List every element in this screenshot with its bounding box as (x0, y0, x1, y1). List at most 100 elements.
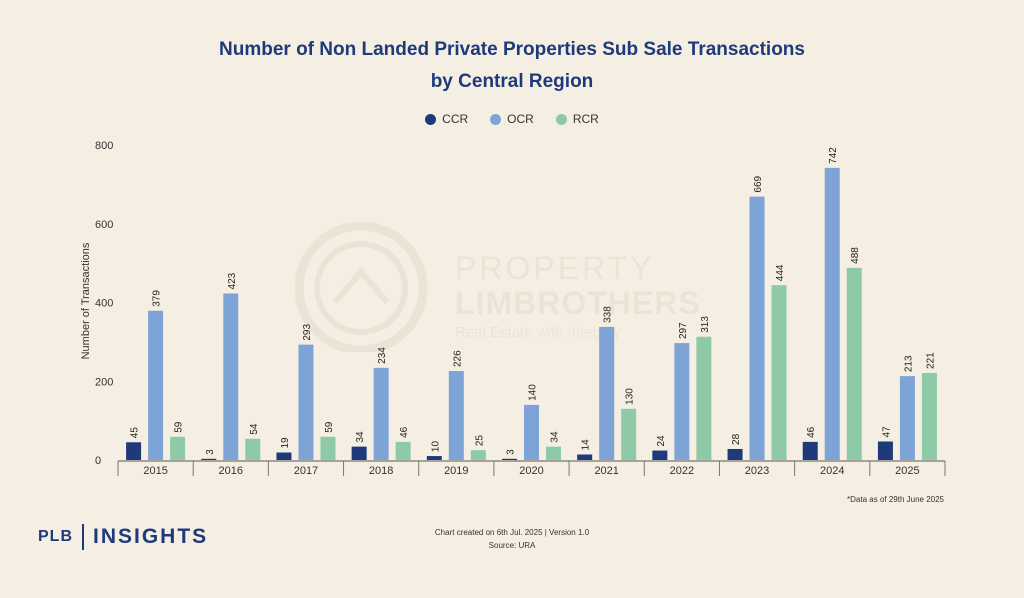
bar-ocr-2016 (223, 293, 239, 460)
data-label-rcr-2025: 221 (925, 352, 936, 369)
bar-ccr-2015 (126, 442, 142, 460)
legend-item-ccr: CCR (425, 112, 468, 126)
data-label-ocr-2016: 423 (227, 272, 238, 289)
data-label-rcr-2024: 488 (850, 247, 861, 264)
plb-insights-logo: PLB INSIGHTS (38, 524, 208, 550)
data-label-ccr-2020: 3 (506, 449, 517, 455)
legend-swatch-ccr (425, 113, 437, 125)
bar-ocr-2025 (899, 376, 915, 460)
x-tick-label-2015: 2015 (143, 465, 167, 477)
x-tick-label-2022: 2022 (670, 465, 694, 477)
data-label-ocr-2022: 297 (678, 322, 689, 339)
data-label-rcr-2019: 25 (474, 435, 485, 447)
data-label-ccr-2015: 45 (130, 427, 141, 439)
data-label-ccr-2025: 47 (881, 426, 892, 438)
bar-ocr-2020 (524, 404, 539, 460)
bar-ccr-2024 (802, 441, 818, 460)
x-tick-label-2020: 2020 (519, 465, 543, 477)
x-tick-label-2024: 2024 (820, 465, 844, 477)
legend-item-ocr: OCR (490, 112, 534, 126)
legend-label-rcr: RCR (572, 112, 599, 126)
data-label-ocr-2017: 293 (302, 324, 313, 341)
data-label-rcr-2018: 46 (399, 426, 410, 438)
x-tick-label-2025: 2025 (895, 465, 919, 477)
bar-rcr-2016 (245, 438, 261, 460)
data-label-rcr-2015: 59 (174, 421, 185, 433)
data-label-ocr-2025: 213 (903, 355, 914, 372)
x-tick-label-2019: 2019 (444, 465, 468, 477)
chart-legend: CCR OCR RCR (0, 112, 1024, 126)
logo-insights-text: INSIGHTS (93, 525, 209, 548)
logo-plb-text: PLB (38, 528, 73, 545)
bar-ccr-2025 (877, 441, 893, 460)
y-tick-label-600: 600 (95, 219, 113, 231)
bar-rcr-2021 (621, 408, 637, 460)
x-tick-label-2021: 2021 (594, 465, 618, 477)
bar-ocr-2017 (298, 344, 314, 460)
data-label-rcr-2021: 130 (625, 388, 636, 405)
bar-rcr-2020 (546, 446, 561, 460)
bar-ocr-2024 (824, 167, 840, 460)
bar-ccr-2017 (276, 452, 292, 460)
bar-rcr-2025 (921, 372, 937, 460)
x-tick-label-2018: 2018 (369, 465, 393, 477)
data-label-ocr-2015: 379 (152, 290, 163, 307)
data-label-ocr-2019: 226 (452, 350, 463, 367)
bar-rcr-2024 (846, 267, 862, 460)
x-tick-label-2017: 2017 (294, 465, 318, 477)
bar-rcr-2017 (320, 436, 336, 460)
bar-ocr-2019 (448, 371, 464, 460)
bar-ccr-2019 (426, 456, 442, 460)
legend-item-rcr: RCR (555, 112, 599, 126)
data-label-rcr-2022: 313 (700, 316, 711, 333)
y-axis-label: Number of Transactions (80, 242, 92, 359)
credits-line2: Source: URA (488, 541, 536, 550)
data-label-ocr-2023: 669 (753, 175, 764, 192)
data-label-rcr-2023: 444 (775, 264, 786, 281)
legend-label-ocr: OCR (507, 112, 534, 126)
data-label-ccr-2022: 24 (656, 435, 667, 447)
bar-ccr-2021 (577, 454, 593, 460)
bar-rcr-2019 (470, 450, 486, 460)
bar-ocr-2018 (373, 367, 389, 460)
credits-line1: Chart created on 6th Jul. 2025 | Version… (434, 528, 590, 537)
bar-ccr-2023 (727, 448, 743, 460)
bar-ccr-2022 (652, 450, 668, 460)
bar-ccr-2020 (502, 458, 517, 460)
legend-swatch-rcr (555, 113, 567, 125)
data-label-ocr-2024: 742 (828, 147, 839, 164)
data-label-ocr-2020: 140 (528, 384, 539, 401)
data-label-ocr-2021: 338 (603, 306, 614, 323)
legend-label-ccr: CCR (442, 112, 469, 126)
bar-rcr-2023 (771, 285, 787, 460)
data-label-ccr-2017: 19 (280, 437, 291, 449)
data-label-ccr-2021: 14 (581, 439, 592, 451)
data-label-rcr-2017: 59 (324, 421, 335, 433)
bar-ocr-2021 (599, 326, 615, 460)
y-tick-label-200: 200 (95, 376, 113, 388)
y-tick-label-800: 800 (95, 140, 113, 152)
data-label-ccr-2023: 28 (731, 433, 742, 445)
bar-rcr-2015 (170, 436, 186, 460)
data-label-ccr-2024: 46 (806, 426, 817, 438)
chart-title-line2: by Central Region (430, 71, 594, 92)
bar-rcr-2022 (696, 336, 712, 460)
chart-title: Number of Non Landed Private Properties … (0, 34, 1024, 98)
data-label-ocr-2018: 234 (377, 347, 388, 364)
x-tick-label-2023: 2023 (745, 465, 769, 477)
y-tick-label-400: 400 (95, 298, 113, 310)
y-axis: 0 200 400 600 800 (95, 140, 113, 467)
bar-ocr-2015 (148, 310, 164, 460)
logo-divider (82, 524, 84, 550)
data-label-ccr-2016: 3 (205, 449, 216, 455)
y-tick-label-0: 0 (95, 455, 101, 467)
x-tick-label-2016: 2016 (219, 465, 243, 477)
data-label-rcr-2020: 34 (550, 431, 561, 443)
chart-title-line1: Number of Non Landed Private Properties … (219, 39, 805, 60)
bar-ccr-2018 (351, 446, 367, 460)
data-label-rcr-2016: 54 (249, 423, 260, 435)
data-label-ccr-2019: 10 (430, 441, 441, 453)
data-label-ccr-2018: 34 (355, 431, 366, 443)
footnote: *Data as of 29th June 2025 (847, 495, 944, 504)
